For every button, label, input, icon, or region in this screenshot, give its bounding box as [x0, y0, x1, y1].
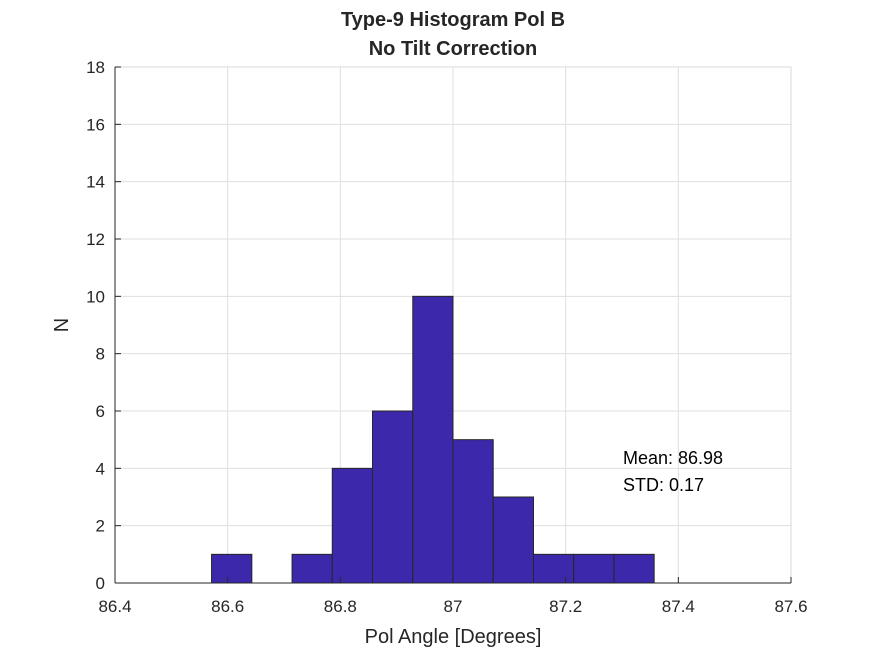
- y-tick-label: 12: [86, 230, 105, 249]
- y-tick-label: 4: [96, 459, 105, 478]
- y-tick-label: 8: [96, 345, 105, 364]
- y-tick-label: 6: [96, 402, 105, 421]
- x-tick-label: 86.6: [211, 597, 244, 616]
- y-axis-label: N: [51, 318, 73, 332]
- histogram-bar: [613, 553, 655, 584]
- histogram-bar: [452, 439, 494, 584]
- x-tick-label: 86.4: [98, 597, 131, 616]
- std-annotation: STD: 0.17: [623, 475, 704, 495]
- chart-subtitle: No Tilt Correction: [369, 38, 538, 60]
- histogram-bar: [331, 467, 373, 584]
- histogram-bar: [371, 410, 414, 584]
- x-axis-label: Pol Angle [Degrees]: [365, 626, 542, 648]
- x-tick-label: 87.4: [662, 597, 695, 616]
- histogram-bars: [211, 295, 655, 584]
- y-tick-labels: 0 2 4 6 8 10 12 14 16 18: [86, 58, 121, 593]
- chart-title: Type-9 Histogram Pol B: [341, 9, 565, 31]
- histogram-bar: [533, 553, 575, 584]
- x-tick-labels: 86.4 86.6 86.8 87 87.2 87.4 87.6: [98, 577, 808, 616]
- histogram-bar: [291, 553, 333, 584]
- mean-annotation: Mean: 86.98: [623, 448, 723, 468]
- histogram-bar: [573, 553, 615, 584]
- x-tick-label: 87.6: [774, 597, 807, 616]
- histogram-bar: [492, 496, 535, 584]
- histogram-bar: [211, 553, 253, 584]
- x-tick-label: 86.8: [324, 597, 357, 616]
- y-tick-label: 10: [86, 287, 105, 306]
- y-tick-label: 16: [86, 115, 105, 134]
- y-tick-label: 18: [86, 58, 105, 77]
- y-tick-label: 2: [96, 517, 105, 536]
- y-tick-label: 14: [86, 173, 105, 192]
- x-tick-label: 87: [444, 597, 463, 616]
- y-tick-label: 0: [96, 574, 105, 593]
- x-tick-label: 87.2: [549, 597, 582, 616]
- histogram-bar: [412, 295, 454, 584]
